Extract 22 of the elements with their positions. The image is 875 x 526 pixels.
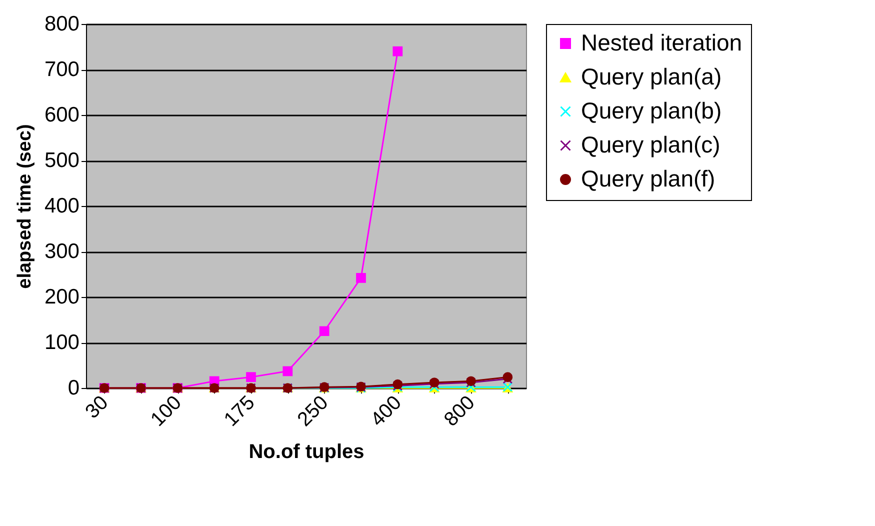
x-tick-label: 800 (440, 392, 480, 431)
x-tick-label: 100 (146, 392, 186, 431)
y-tick-label: 0 (68, 376, 80, 400)
x-tick-label: 250 (293, 392, 333, 431)
x-tick-label: 30 (81, 392, 113, 424)
y-tick-label: 800 (44, 12, 80, 36)
y-tick-label: 700 (44, 58, 80, 81)
y-axis-title: elapsed time (sec) (14, 124, 36, 289)
legend-label: Query plan(a) (581, 64, 722, 90)
legend-label: Nested iteration (581, 30, 742, 56)
x-axis-title: No.of tuples (248, 441, 364, 464)
y-tick-label: 200 (44, 286, 80, 308)
x-tick-label: 175 (220, 392, 260, 431)
y-tick-label: 300 (44, 240, 80, 263)
legend-label: Query plan(f) (581, 166, 716, 192)
x-tick-label: 400 (366, 392, 406, 431)
y-tick-label: 400 (44, 194, 80, 218)
y-tick-label: 600 (44, 104, 80, 126)
legend-label: Query plan(c) (581, 132, 720, 158)
legend-label: Query plan(b) (581, 98, 722, 124)
y-tick-label: 100 (44, 331, 80, 354)
y-tick-label: 500 (44, 149, 80, 172)
